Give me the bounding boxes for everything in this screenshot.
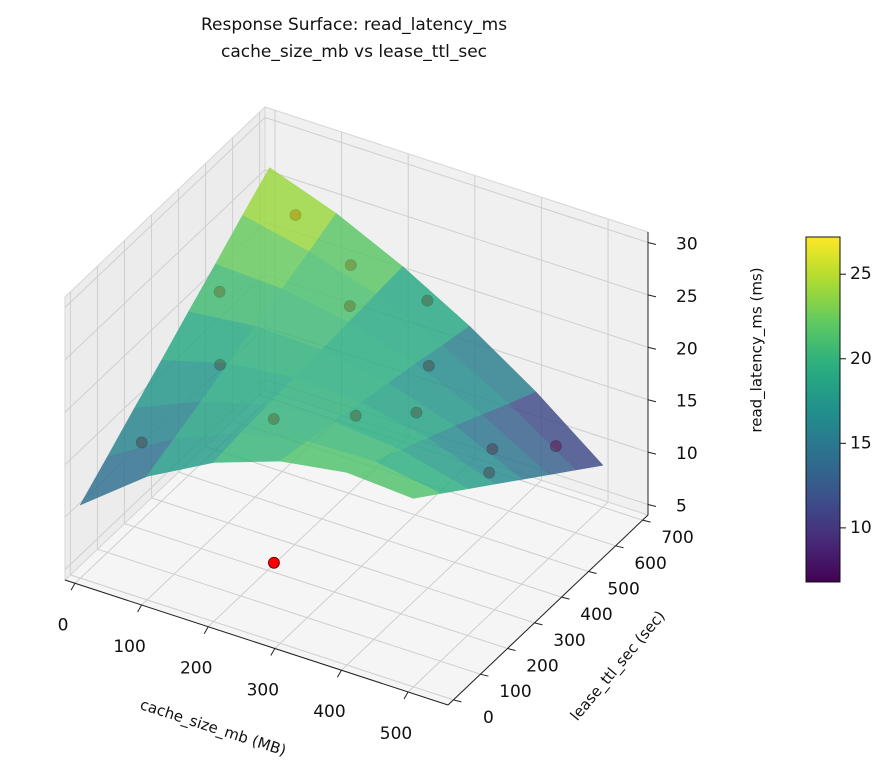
grid-line — [178, 471, 562, 598]
tick-mark — [480, 673, 489, 677]
y-tick-label: 0 — [483, 708, 494, 728]
grid-line — [341, 479, 542, 671]
grid-line — [407, 501, 609, 693]
z-tick-label: 20 — [676, 339, 698, 359]
grid-line — [64, 169, 266, 361]
y-tick-label: 100 — [499, 682, 531, 702]
grid-line — [264, 117, 649, 243]
axes: 0100200300400500010020030040050060070051… — [58, 232, 698, 744]
tick-mark — [561, 596, 570, 600]
tick-mark — [588, 571, 597, 574]
z-axis-label: read_latency_ms (ms) — [748, 267, 767, 432]
grid-line — [70, 574, 454, 701]
grid-line — [97, 548, 481, 675]
tick-mark — [534, 622, 543, 626]
grid-line — [205, 446, 589, 572]
data-point — [268, 556, 280, 569]
tick-mark — [203, 626, 209, 634]
grid-line — [64, 117, 266, 308]
tick-mark — [647, 451, 657, 455]
tick-mark — [403, 691, 409, 700]
colorbar-tick-label: 20 — [850, 349, 872, 369]
x-tick-label: 100 — [113, 637, 145, 657]
z-tick-label: 15 — [676, 392, 698, 412]
z-tick-label: 25 — [676, 287, 698, 307]
tick-mark — [647, 504, 657, 508]
y-tick-label: 700 — [661, 528, 693, 548]
tick-mark — [453, 699, 462, 703]
z-tick-label: 5 — [676, 497, 687, 517]
tick-mark — [647, 294, 657, 298]
z-tick-label: 10 — [676, 444, 698, 464]
tick-mark — [647, 399, 657, 403]
grid-line — [264, 169, 649, 296]
x-tick-label: 200 — [180, 659, 212, 679]
chart-title: Response Surface: read_latency_ms — [201, 15, 507, 35]
z-tick-label: 30 — [676, 234, 698, 254]
y-axis-line — [447, 514, 649, 706]
tick-mark — [642, 519, 651, 523]
tick-mark — [647, 346, 657, 350]
x-tick-label: 0 — [58, 615, 69, 635]
y-tick-label: 500 — [607, 579, 639, 599]
x-tick-label: 300 — [247, 680, 279, 700]
tick-mark — [70, 583, 76, 591]
tick-mark — [647, 241, 657, 245]
tick-mark — [137, 604, 143, 613]
y-tick-label: 200 — [526, 657, 558, 677]
colorbar-tick-label: 10 — [850, 518, 872, 538]
tick-mark — [270, 648, 276, 656]
colorbar-tick-label: 25 — [850, 264, 872, 284]
tick-mark — [336, 669, 342, 678]
surface-patch — [346, 460, 441, 499]
y-tick-label: 400 — [580, 605, 612, 625]
x-axis-label: cache_size_mb (MB) — [138, 695, 289, 760]
grid-line — [124, 523, 508, 649]
grid-line — [151, 497, 535, 624]
x-tick-label: 500 — [380, 724, 412, 744]
colorbar-tick-label: 15 — [850, 433, 872, 453]
chart-subtitle: cache_size_mb vs lease_ttl_sec — [221, 42, 487, 62]
y-tick-label: 300 — [553, 631, 585, 651]
colorbar-gradient — [805, 236, 841, 583]
surface — [80, 167, 603, 506]
x-tick-label: 400 — [313, 702, 345, 722]
tick-mark — [615, 545, 624, 549]
tick-mark — [507, 648, 516, 651]
x-axis-line — [64, 579, 449, 706]
y-tick-label: 600 — [634, 554, 666, 574]
colorbar: 10 15 20 25 — [805, 236, 872, 583]
